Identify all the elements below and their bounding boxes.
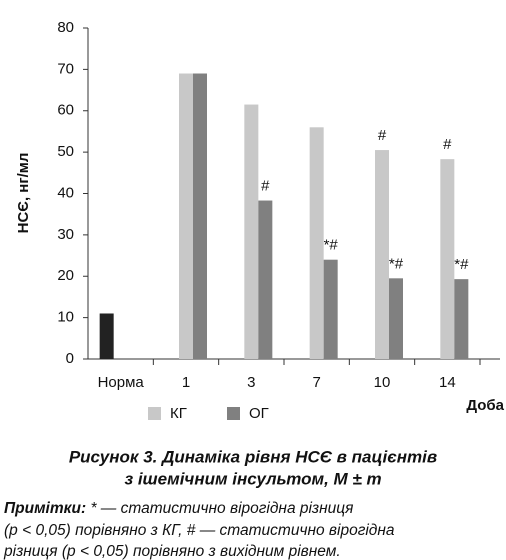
bar <box>309 127 324 359</box>
y-tick-label: 40 <box>57 184 74 201</box>
bar <box>375 150 389 359</box>
x-tick-label: 10 <box>374 374 391 391</box>
y-tick-label: 50 <box>57 143 74 160</box>
caption: Рисунок 3. Динаміка рівня НСЄ в пацієнті… <box>69 447 437 466</box>
bar-marker: *# <box>454 256 469 273</box>
x-tick-label: 3 <box>247 374 255 391</box>
y-tick-label: 80 <box>57 19 74 36</box>
legend-swatch <box>148 407 161 420</box>
note: (p < 0,05) порівняно з КГ, # — статистич… <box>4 522 395 539</box>
bar <box>258 200 273 359</box>
bar <box>454 279 469 359</box>
y-tick-label: 0 <box>66 350 74 367</box>
y-axis-label: НСЄ, нг/мл <box>15 153 32 234</box>
y-tick-label: 30 <box>57 226 74 243</box>
y-tick-label: 20 <box>57 267 74 284</box>
bar-marker: *# <box>324 237 339 254</box>
bar <box>244 104 259 359</box>
legend-label: ОГ <box>249 405 269 422</box>
bar-marker: # <box>378 127 387 144</box>
bar <box>99 313 114 359</box>
note: різниця (p < 0,05) порівняно з вихідним … <box>3 543 341 560</box>
legend-label: КГ <box>170 405 187 422</box>
bar <box>440 159 455 359</box>
y-tick-label: 70 <box>57 60 74 77</box>
notes-label: Примітки: <box>4 500 86 517</box>
bar <box>193 73 207 359</box>
legend-swatch <box>227 407 240 420</box>
bar <box>179 73 193 359</box>
bar-marker: # <box>261 178 270 195</box>
bar-marker: *# <box>389 255 404 272</box>
x-axis-label: Доба <box>466 397 504 414</box>
y-tick-label: 10 <box>57 309 74 326</box>
x-tick-label: 1 <box>182 374 190 391</box>
x-tick-label: 7 <box>312 374 320 391</box>
notes: Примітки: * — статистично вірогідна різн… <box>4 500 353 517</box>
caption: з ішемічним інсультом, M ± m <box>124 469 381 488</box>
x-tick-label: Норма <box>98 374 145 391</box>
bar-marker: # <box>443 136 452 153</box>
y-tick-label: 60 <box>57 102 74 119</box>
bar <box>323 259 338 359</box>
note: * — статистично вірогідна різниця <box>90 500 353 517</box>
bar <box>389 278 403 359</box>
x-tick-label: 14 <box>439 374 456 391</box>
